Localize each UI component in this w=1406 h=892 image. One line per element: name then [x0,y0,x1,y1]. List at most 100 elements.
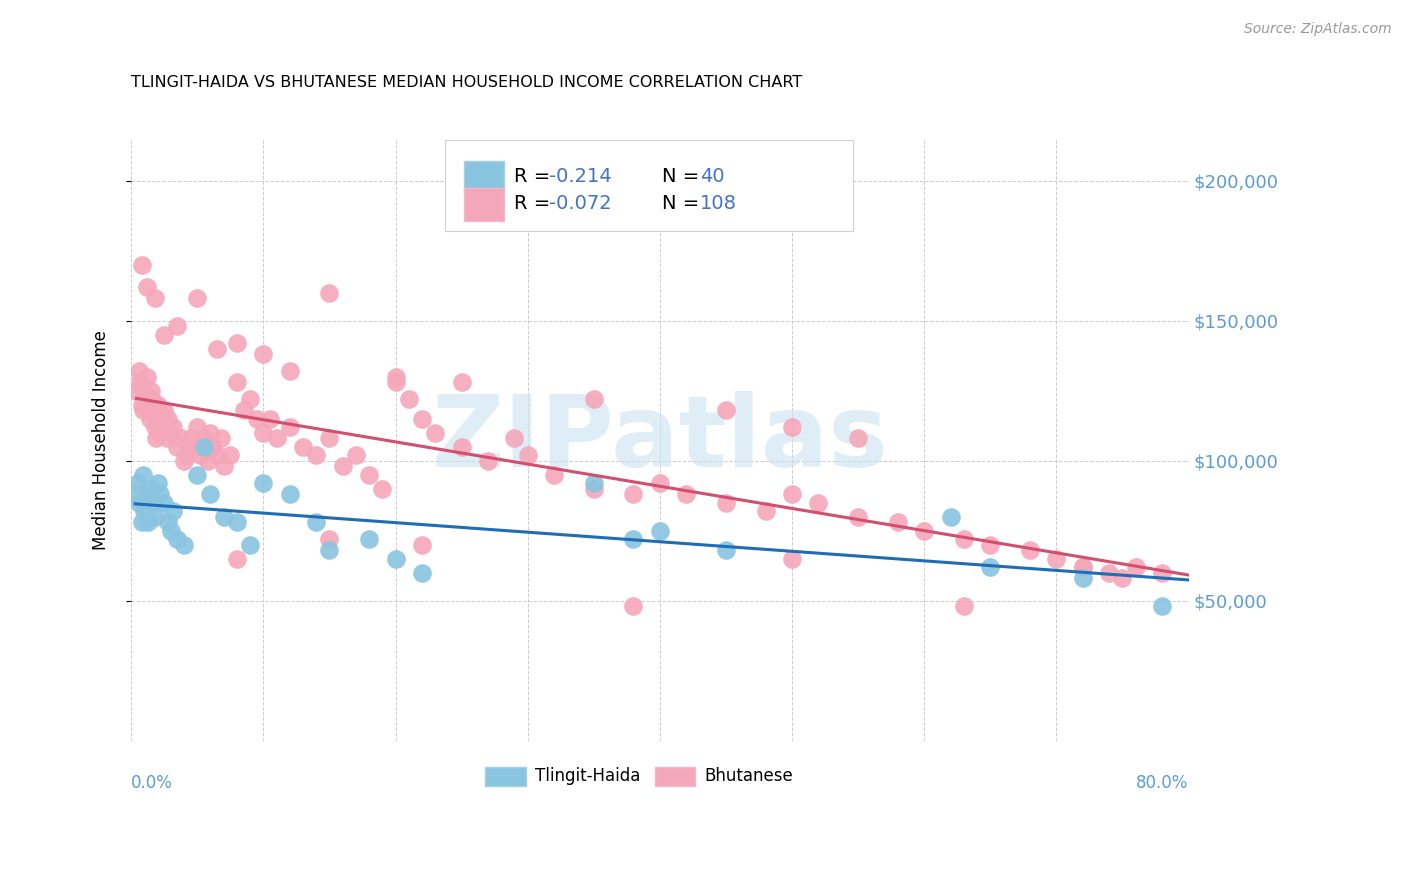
Point [477,454,499,468]
Point [939,509,962,524]
Point [134,504,156,518]
Point [357,467,380,482]
Point [132,467,155,482]
Point [139,384,162,398]
Point [142,403,165,417]
Point [148,411,170,425]
Point [411,538,433,552]
Point [176,448,198,462]
Bar [464,188,505,221]
Text: 40: 40 [700,167,724,186]
Point [979,560,1001,574]
Point [714,496,737,510]
Point [623,532,645,546]
Point [188,448,211,462]
Point [170,431,193,445]
Point [205,342,228,356]
Point [132,403,155,417]
Point [278,420,301,434]
Point [516,448,538,462]
Point [219,448,242,462]
Point [232,403,254,417]
Text: Bhutanese: Bhutanese [704,767,793,786]
Point [979,538,1001,552]
Point [780,420,803,434]
Point [138,403,160,417]
Point [157,516,180,530]
Point [239,392,262,406]
Point [953,532,976,546]
Bar [464,161,505,194]
Point [225,376,247,390]
Point [150,420,173,434]
Point [305,448,328,462]
Point [166,440,188,454]
Point [134,384,156,398]
Point [384,369,406,384]
Point [136,369,159,384]
Point [173,454,195,468]
Point [398,392,420,406]
Point [153,327,176,342]
Text: ZIPatlas: ZIPatlas [432,392,889,488]
Text: 80.0%: 80.0% [1136,774,1188,792]
Point [141,392,163,406]
Point [131,258,153,272]
Point [278,487,301,501]
Point [205,448,228,462]
Point [357,532,380,546]
Point [503,431,526,445]
Point [200,425,222,440]
Point [209,431,232,445]
Point [138,516,160,530]
Point [225,336,247,351]
Point [252,476,274,491]
Point [371,482,394,496]
Point [1019,543,1042,558]
Point [166,319,188,334]
Point [162,420,184,434]
Point [159,524,181,538]
Point [953,599,976,614]
Point [332,459,354,474]
Point [1152,566,1174,580]
Point [143,509,166,524]
Point [212,509,235,524]
Text: N =: N = [662,167,706,186]
Point [305,516,328,530]
Point [149,425,172,440]
Point [135,392,157,406]
Point [153,403,176,417]
Point [138,411,160,425]
Point [714,543,737,558]
Point [318,285,340,300]
Point [1071,571,1094,585]
Point [623,599,645,614]
Point [128,364,150,378]
Point [384,376,406,390]
Point [145,431,167,445]
Point [131,398,153,412]
Point [318,532,340,546]
Point [128,496,150,510]
Point [1111,571,1133,585]
Point [159,425,181,440]
Point [180,431,202,445]
Point [146,476,169,491]
Text: Source: ZipAtlas.com: Source: ZipAtlas.com [1244,22,1392,37]
Point [246,411,269,425]
Point [225,551,247,566]
Point [139,482,162,496]
Point [129,376,152,390]
Point [142,496,165,510]
Point [648,476,671,491]
Point [166,532,188,546]
Point [291,440,314,454]
Point [714,403,737,417]
Point [450,440,472,454]
Point [623,487,645,501]
Point [384,551,406,566]
Point [1071,560,1094,574]
Text: -0.214: -0.214 [548,167,612,186]
Point [136,487,159,501]
